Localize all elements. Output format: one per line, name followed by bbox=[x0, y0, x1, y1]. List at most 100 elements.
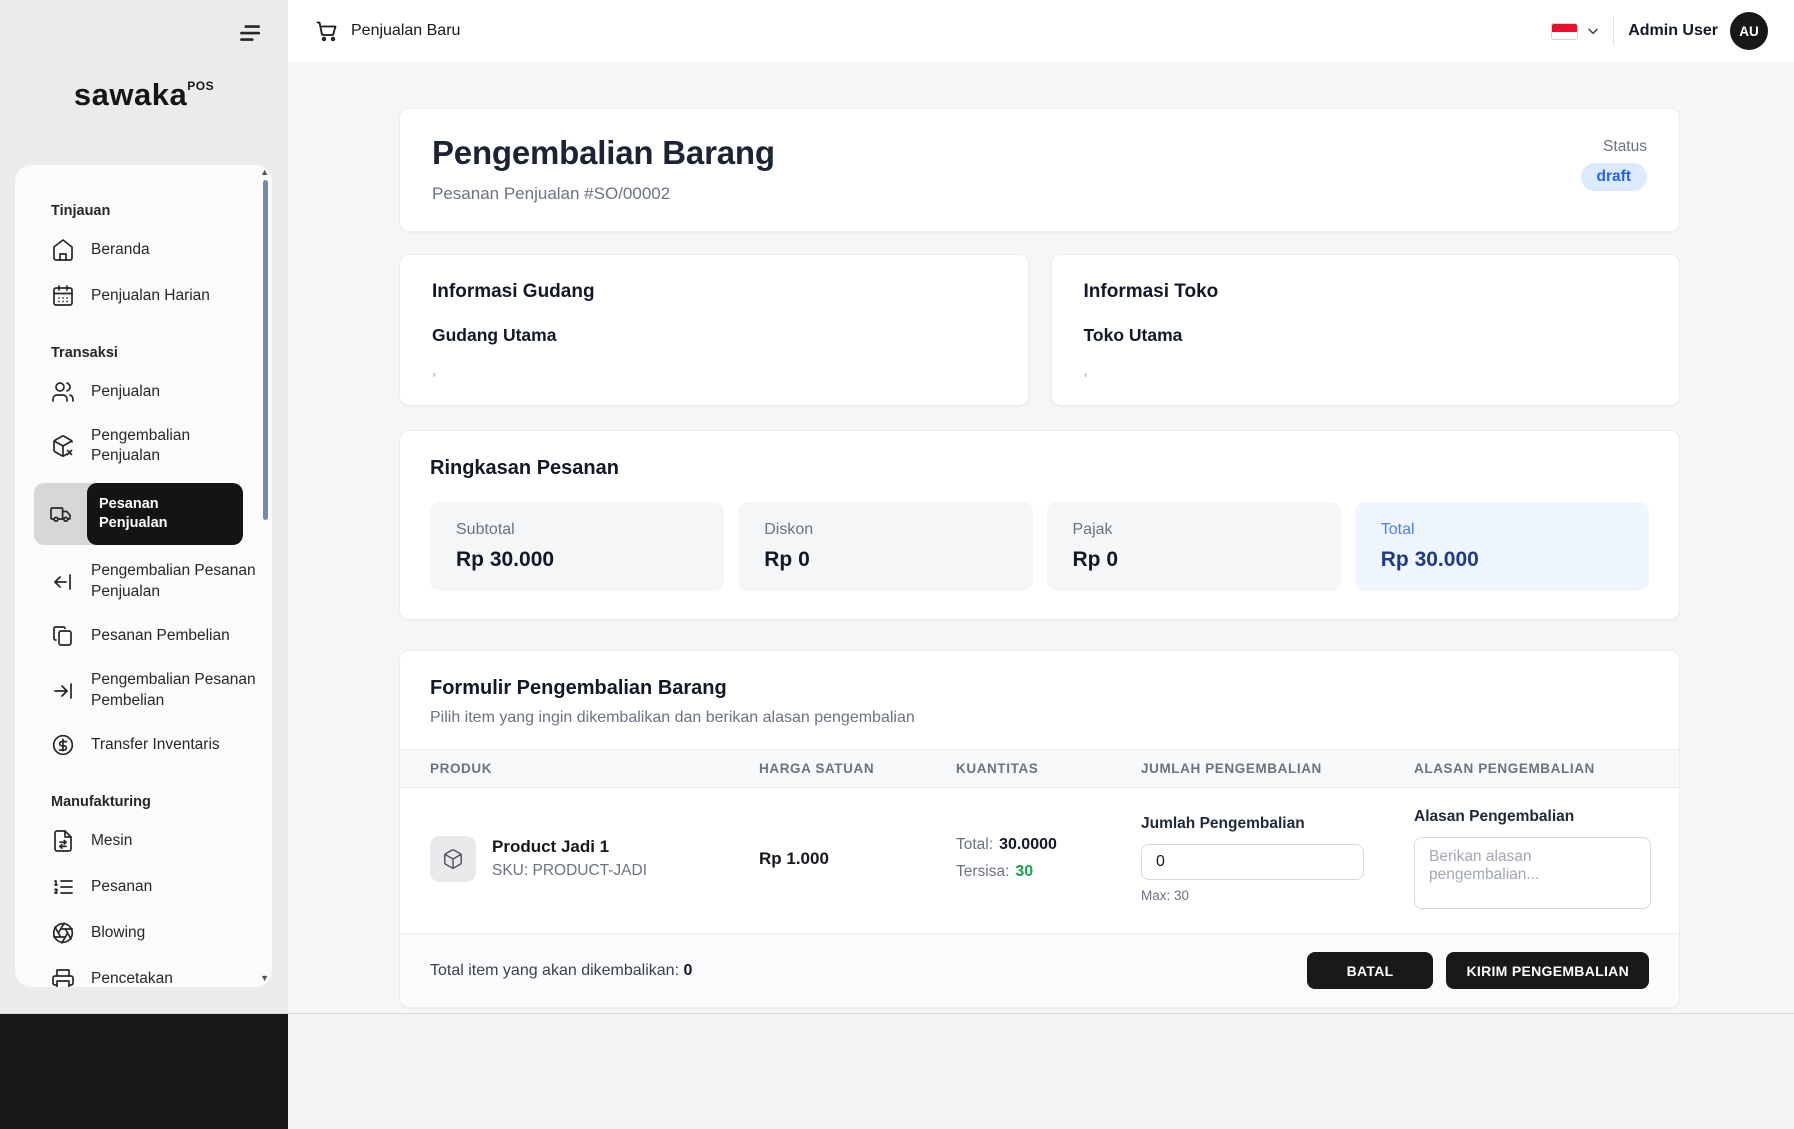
form-footer: Total item yang akan dikembalikan: 0 BAT… bbox=[400, 933, 1679, 1007]
nav-section-manufakturing: Manufakturing bbox=[51, 793, 151, 810]
sidebar-item-transfer-inventaris[interactable]: Transfer Inventaris bbox=[15, 722, 272, 768]
return-total-text: Total item yang akan dikembalikan: 0 bbox=[430, 962, 692, 980]
sidebar-item-blowing[interactable]: Blowing bbox=[15, 910, 272, 956]
scroll-up-icon[interactable]: ▲ bbox=[260, 167, 269, 177]
return-reason-textarea[interactable] bbox=[1414, 837, 1651, 909]
qty-total-value: 30.0000 bbox=[999, 836, 1057, 853]
nav-section-tinjauan: Tinjauan bbox=[51, 203, 111, 219]
total-tile: Total Rp 30.000 bbox=[1354, 502, 1649, 591]
return-qty-cell: Jumlah Pengembalian Max: 30 bbox=[1141, 815, 1414, 903]
sidebar-item-label: Pesanan Pembelian bbox=[91, 626, 230, 644]
column-header-harga-satuan: HARGA SATUAN bbox=[759, 761, 875, 776]
printer-icon bbox=[51, 967, 75, 987]
return-form-subtitle: Pilih item yang ingin dikembalikan dan b… bbox=[430, 709, 915, 726]
sidebar: sawakaPOS Tinjauan Beranda Penjualan Har… bbox=[0, 0, 288, 1013]
hamburger-icon bbox=[236, 19, 262, 45]
sidebar-toggle-button[interactable] bbox=[234, 17, 264, 47]
return-qty-max: Max: 30 bbox=[1141, 887, 1190, 903]
sidebar-nav: Tinjauan Beranda Penjualan Harian Transa… bbox=[15, 165, 272, 987]
warehouse-info-title: Informasi Gudang bbox=[432, 281, 595, 302]
truck-icon bbox=[34, 483, 87, 545]
user-name: Admin User bbox=[1628, 22, 1718, 39]
tax-value: Rp 0 bbox=[1072, 548, 1119, 571]
sidebar-item-label: Beranda bbox=[91, 240, 150, 258]
order-summary-card: Ringkasan Pesanan Subtotal Rp 30.000 Dis… bbox=[399, 430, 1680, 620]
language-selector[interactable] bbox=[1551, 22, 1601, 40]
column-header-alasan-pengembalian: ALASAN PENGEMBALIAN bbox=[1414, 761, 1595, 776]
sidebar-scrollbar-thumb[interactable] bbox=[263, 180, 268, 520]
status-badge: draft bbox=[1580, 163, 1647, 191]
indonesia-flag-icon bbox=[1551, 22, 1579, 40]
package-x-icon bbox=[51, 434, 75, 458]
column-header-jumlah-pengembalian: JUMLAH PENGEMBALIAN bbox=[1141, 761, 1322, 776]
logo-sup: POS bbox=[187, 79, 215, 93]
discount-tile: Diskon Rp 0 bbox=[738, 502, 1033, 591]
sidebar-item-beranda[interactable]: Beranda bbox=[15, 227, 272, 273]
return-qty-input[interactable] bbox=[1141, 843, 1364, 880]
qty-remaining-label: Tersisa: bbox=[956, 863, 1010, 880]
file-arrows-icon bbox=[51, 829, 75, 853]
discount-label: Diskon bbox=[764, 521, 814, 538]
bottom-strip bbox=[0, 1013, 1794, 1129]
sidebar-item-label: Pengembalian Penjualan bbox=[91, 427, 191, 465]
sidebar-item-label: Pencetakan bbox=[91, 969, 173, 987]
qty-total-label: Total: bbox=[956, 836, 994, 853]
chevron-down-icon bbox=[1585, 23, 1601, 39]
store-detail: , bbox=[1083, 362, 1088, 379]
sidebar-item-label: Pesanan bbox=[91, 877, 153, 895]
home-icon bbox=[51, 238, 75, 262]
store-info-card: Informasi Toko Toko Utama , bbox=[1050, 254, 1680, 406]
bottom-strip-sidebar bbox=[0, 1014, 288, 1129]
sidebar-item-label: Mesin bbox=[91, 831, 133, 849]
calendar-icon bbox=[51, 284, 75, 308]
sidebar-item-penjualan-harian[interactable]: Penjualan Harian bbox=[15, 273, 272, 319]
table-header-row: PRODUK HARGA SATUAN KUANTITAS JUMLAH PEN… bbox=[400, 749, 1679, 788]
header-actions: Admin User AU bbox=[1551, 12, 1768, 50]
page-title-card: Pengembalian Barang Pesanan Penjualan #S… bbox=[399, 108, 1680, 232]
cancel-button[interactable]: BATAL bbox=[1306, 952, 1434, 989]
sidebar-item-label: Transfer Inventaris bbox=[91, 735, 220, 753]
sidebar-item-pengembalian-pesanan-pembelian[interactable]: Pengembalian Pesanan Pembelian bbox=[15, 659, 272, 722]
table-row: Product Jadi 1 SKU: PRODUCT-JADI Rp 1.00… bbox=[400, 788, 1679, 933]
cart-icon bbox=[315, 19, 339, 43]
app-logo: sawakaPOS bbox=[0, 77, 288, 113]
avatar[interactable]: AU bbox=[1730, 12, 1768, 50]
order-summary-title: Ringkasan Pesanan bbox=[430, 457, 619, 479]
status-label: Status bbox=[1603, 138, 1647, 155]
product-cell: Product Jadi 1 SKU: PRODUCT-JADI bbox=[430, 835, 759, 882]
sidebar-item-pesanan-pembelian[interactable]: Pesanan Pembelian bbox=[15, 613, 272, 659]
sidebar-item-mesin[interactable]: Mesin bbox=[15, 818, 272, 864]
sidebar-item-pesanan-penjualan[interactable]: Pesanan Penjualan bbox=[34, 482, 243, 546]
nav-section-transaksi: Transaksi bbox=[51, 345, 118, 361]
header-nav-label: Penjualan Baru bbox=[351, 22, 461, 39]
sidebar-item-pesanan[interactable]: Pesanan bbox=[15, 864, 272, 910]
subtotal-label: Subtotal bbox=[456, 521, 515, 538]
return-reason-cell: Alasan Pengembalian bbox=[1414, 808, 1651, 909]
scroll-down-icon[interactable]: ▼ bbox=[260, 973, 269, 983]
total-value: Rp 30.000 bbox=[1380, 548, 1479, 571]
header-nav[interactable]: Penjualan Baru bbox=[315, 19, 460, 43]
arrow-left-to-line-icon bbox=[51, 570, 75, 594]
top-region: sawakaPOS Tinjauan Beranda Penjualan Har… bbox=[0, 0, 1794, 1013]
main-column: Penjualan Baru Admin User AU bbox=[288, 0, 1794, 1013]
pages-icon bbox=[51, 624, 75, 648]
quantity-cell: Total: 30.0000 Tersisa: 30 bbox=[956, 836, 1141, 881]
sidebar-item-pengembalian-penjualan[interactable]: Pengembalian Penjualan bbox=[15, 415, 272, 478]
aperture-icon bbox=[51, 921, 75, 945]
store-name: Toko Utama bbox=[1083, 325, 1183, 345]
column-header-kuantitas: KUANTITAS bbox=[956, 761, 1039, 776]
sidebar-item-label: Blowing bbox=[91, 923, 146, 941]
submit-return-button[interactable]: KIRIM PENGEMBALIAN bbox=[1446, 952, 1649, 989]
logo-text: sawaka bbox=[73, 77, 188, 112]
page-subtitle: Pesanan Penjualan #SO/00002 bbox=[432, 184, 671, 203]
page-title: Pengembalian Barang bbox=[432, 134, 775, 171]
sidebar-item-label: Penjualan Harian bbox=[91, 286, 210, 304]
bottom-strip-main bbox=[288, 1014, 1794, 1129]
return-total-value: 0 bbox=[683, 961, 693, 979]
sidebar-item-penjualan[interactable]: Penjualan bbox=[15, 369, 272, 415]
tax-label: Pajak bbox=[1072, 521, 1113, 538]
sidebar-top bbox=[0, 0, 288, 47]
sidebar-item-pengembalian-pesanan-penjualan[interactable]: Pengembalian Pesanan Penjualan bbox=[15, 550, 272, 613]
sidebar-item-pencetakan[interactable]: Pencetakan bbox=[15, 956, 272, 987]
